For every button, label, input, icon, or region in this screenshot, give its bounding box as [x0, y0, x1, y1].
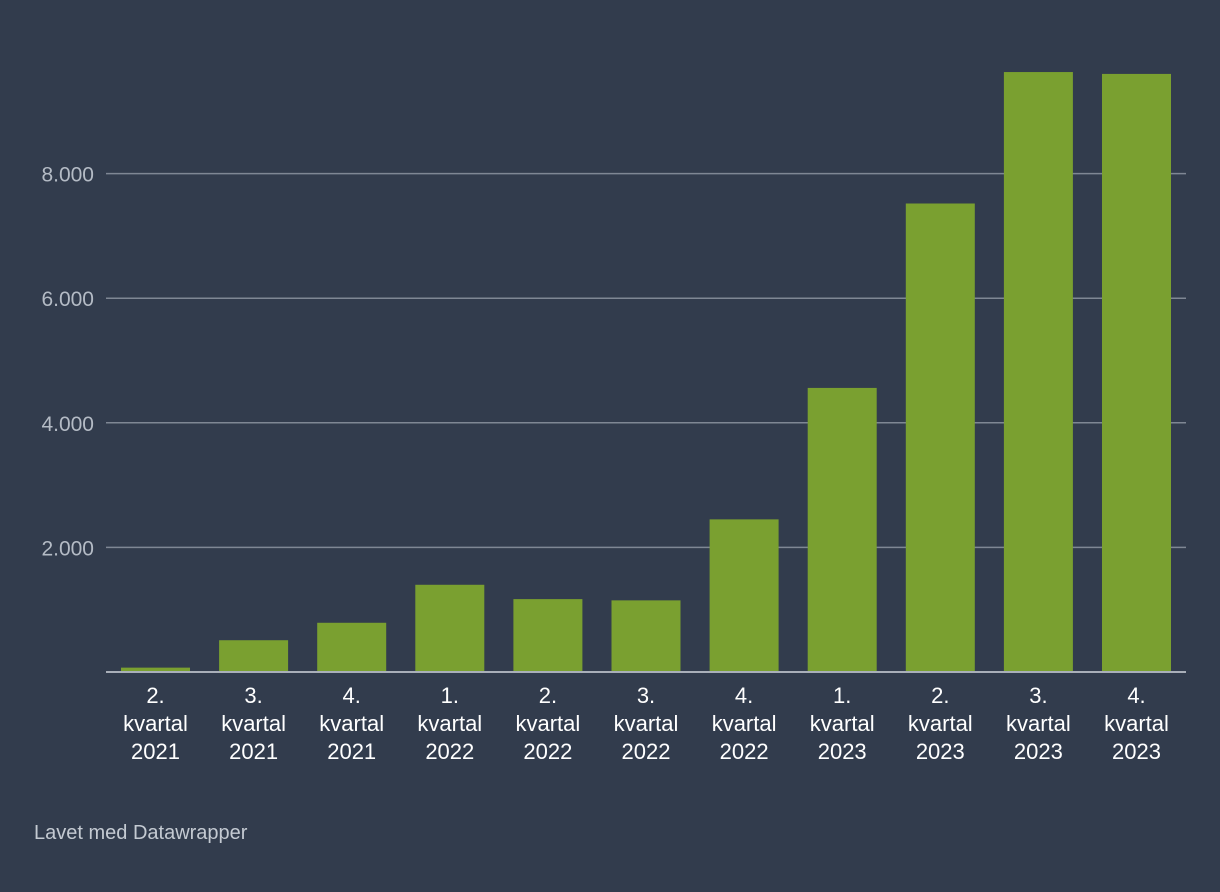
x-category-label: 2023 — [1014, 739, 1063, 764]
y-tick-label: 8.000 — [41, 164, 94, 187]
x-category-label: 2023 — [916, 739, 965, 764]
x-category-label: kvartal — [123, 711, 188, 736]
x-category-label: kvartal — [319, 711, 384, 736]
x-category-label: 2021 — [229, 739, 278, 764]
bar[interactable] — [513, 599, 583, 672]
x-category-label: 2. — [539, 683, 557, 708]
y-tick-label: 6.000 — [41, 288, 94, 311]
bar[interactable] — [219, 640, 289, 672]
x-category-label: 4. — [1127, 683, 1145, 708]
bar[interactable] — [121, 667, 190, 672]
x-category-label: 2023 — [818, 739, 867, 764]
y-tick-label: 2.000 — [41, 537, 94, 560]
x-category-label: kvartal — [614, 711, 679, 736]
x-category-label: kvartal — [221, 711, 286, 736]
bar[interactable] — [611, 600, 681, 672]
x-category-label: kvartal — [417, 711, 482, 736]
x-category-label: kvartal — [1104, 711, 1169, 736]
datawrapper-credit[interactable]: Lavet med Datawrapper — [34, 822, 248, 844]
x-category-label: kvartal — [810, 711, 875, 736]
x-category-label: 2022 — [622, 739, 671, 764]
x-category-label: kvartal — [1006, 711, 1071, 736]
x-category-label: 3. — [244, 683, 262, 708]
x-category-label: kvartal — [908, 711, 973, 736]
bar[interactable] — [905, 203, 975, 672]
x-category-label: 2. — [931, 683, 949, 708]
x-category-label: 2022 — [425, 739, 474, 764]
x-category-label: 4. — [735, 683, 753, 708]
x-category-label: 3. — [637, 683, 655, 708]
bar[interactable] — [709, 519, 779, 672]
x-category-label: 1. — [833, 683, 851, 708]
x-category-label: 4. — [343, 683, 361, 708]
x-category-label: 2021 — [131, 739, 180, 764]
x-category-label: kvartal — [712, 711, 777, 736]
y-tick-label: 4.000 — [41, 413, 94, 436]
bar[interactable] — [415, 584, 485, 672]
bar[interactable] — [1102, 73, 1171, 673]
x-category-label: 2. — [146, 683, 164, 708]
x-category-label: 2023 — [1112, 739, 1161, 764]
x-category-label: 2021 — [327, 739, 376, 764]
x-category-label: kvartal — [516, 711, 581, 736]
x-category-label: 1. — [441, 683, 459, 708]
bar[interactable] — [317, 622, 387, 672]
x-category-label: 2022 — [720, 739, 769, 764]
x-category-label: 3. — [1029, 683, 1047, 708]
x-category-label: 2022 — [523, 739, 572, 764]
bar[interactable] — [807, 387, 877, 672]
bar[interactable] — [1003, 72, 1073, 672]
